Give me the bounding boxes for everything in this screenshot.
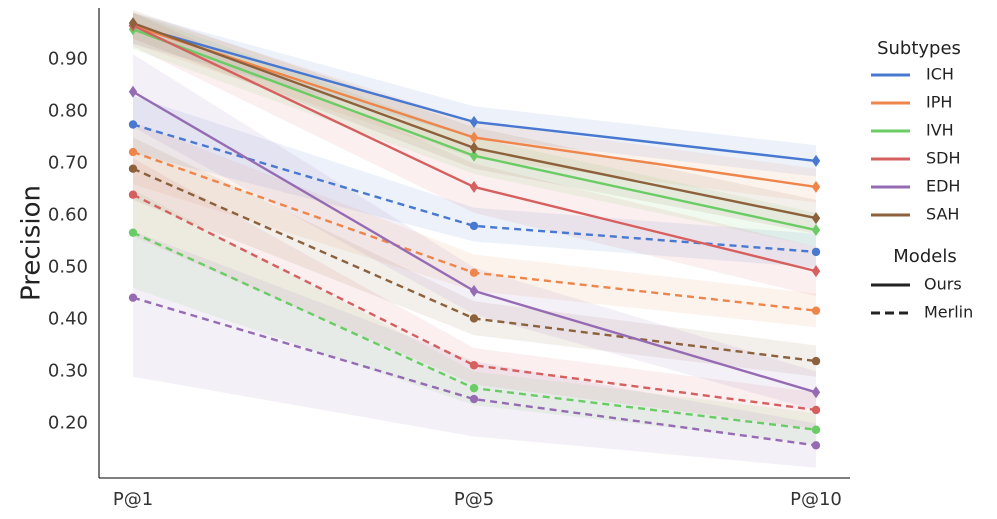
legend: Subtypes ICH IPH IVH SDH EDH SAH Models Ours M…	[871, 38, 973, 322]
y-tick-labels: 0.20 0.30 0.40 0.50 0.60 0.70 0.80 0.90	[48, 49, 88, 434]
band-sah-ours	[133, 10, 816, 234]
confidence-bands	[133, 10, 816, 468]
y-tick-label: 0.60	[48, 205, 88, 226]
marker-sdh-merlin	[128, 190, 138, 199]
legend-label-sah: SAH	[926, 205, 959, 224]
y-tick-label: 0.30	[48, 361, 88, 382]
marker-edh-merlin	[811, 441, 821, 450]
legend-models-title: Models	[893, 246, 956, 267]
marker-edh-ours	[469, 284, 479, 297]
band-edh-ours	[133, 54, 816, 411]
band-sdh-ours	[133, 12, 816, 297]
y-tick-label: 0.20	[48, 413, 88, 434]
marker-sah-ours	[128, 17, 138, 30]
legend-label-edh: EDH	[926, 177, 960, 196]
marker-ich-ours	[469, 115, 479, 128]
marker-ivh-merlin	[469, 383, 479, 393]
legend-label-ours: Ours	[924, 275, 962, 294]
series-markers	[128, 17, 821, 450]
marker-sdh-merlin	[469, 361, 479, 370]
marker-ivh-ours	[469, 149, 479, 162]
legend-label-ivh: IVH	[926, 121, 954, 140]
y-tick-label: 0.80	[48, 101, 88, 122]
legend-subtypes: ICH IPH IVH SDH EDH SAH	[871, 65, 961, 224]
marker-sdh-ours	[811, 265, 821, 278]
marker-iph-merlin	[128, 147, 138, 157]
legend-label-iph: IPH	[926, 93, 952, 112]
x-tick-label: P@10	[790, 489, 842, 510]
marker-ivh-ours	[811, 224, 821, 237]
marker-edh-merlin	[128, 293, 138, 302]
marker-sdh-ours	[469, 180, 479, 193]
marker-sah-merlin	[469, 314, 479, 323]
y-tick-label: 0.40	[48, 309, 88, 330]
marker-ivh-merlin	[811, 425, 821, 434]
marker-sah-ours	[469, 141, 479, 154]
marker-ich-merlin	[811, 247, 821, 257]
legend-subtypes-title: Subtypes	[877, 38, 961, 59]
marker-sah-merlin	[811, 356, 821, 366]
legend-label-ich: ICH	[926, 65, 954, 84]
marker-ich-ours	[811, 154, 821, 167]
band-iph-merlin	[133, 121, 816, 328]
y-tick-label: 0.90	[48, 49, 88, 70]
band-iph-ours	[133, 12, 816, 203]
x-tick-label: P@1	[113, 489, 153, 510]
legend-label-merlin: Merlin	[924, 303, 973, 322]
band-ivh-merlin	[133, 189, 816, 445]
legend-label-sdh: SDH	[926, 149, 961, 168]
band-ich-ours	[133, 12, 816, 177]
marker-ivh-merlin	[128, 228, 138, 237]
marker-sah-merlin	[128, 164, 138, 173]
marker-edh-ours	[811, 386, 821, 399]
band-sdh-merlin	[133, 158, 816, 429]
band-ich-merlin	[133, 95, 816, 268]
legend-models: Ours Merlin	[871, 275, 973, 322]
x-tick-label: P@5	[454, 489, 494, 510]
marker-edh-ours	[128, 85, 138, 98]
marker-sah-ours	[811, 212, 821, 225]
marker-iph-merlin	[469, 268, 479, 277]
y-tick-label: 0.50	[48, 257, 88, 278]
marker-iph-merlin	[811, 306, 821, 315]
marker-sdh-merlin	[811, 405, 821, 415]
marker-ich-merlin	[128, 120, 138, 129]
x-tick-labels: P@1 P@5 P@10	[113, 489, 842, 510]
marker-iph-ours	[469, 131, 479, 144]
marker-iph-ours	[811, 180, 821, 193]
marker-edh-merlin	[469, 394, 479, 404]
marker-ich-merlin	[469, 221, 479, 231]
y-tick-label: 0.70	[48, 153, 88, 174]
band-edh-merlin	[133, 231, 816, 468]
y-axis-title: Precision	[17, 185, 47, 301]
band-ivh-ours	[133, 12, 816, 247]
